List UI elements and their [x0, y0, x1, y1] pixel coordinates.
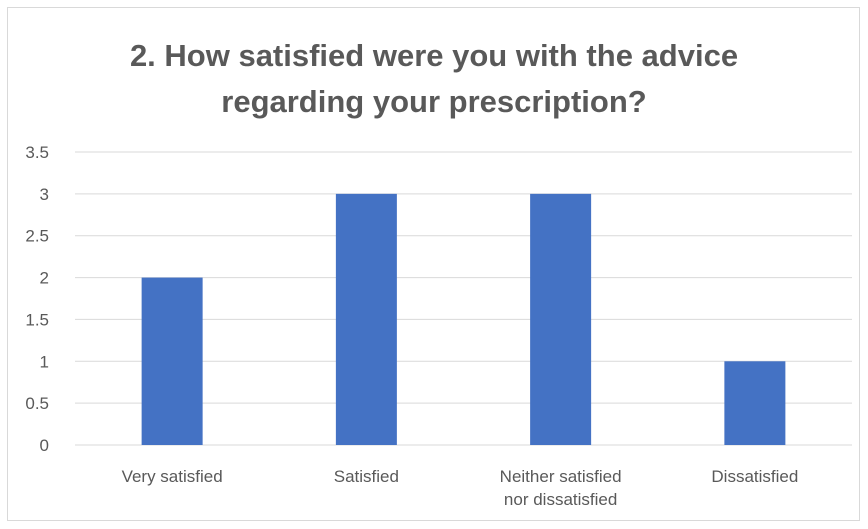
bar [530, 193, 592, 445]
y-tick-label: 3 [40, 185, 49, 204]
bar [335, 193, 397, 445]
chart-title: 2. How satisfied were you with the advic… [0, 33, 868, 125]
y-tick-label: 0 [40, 436, 49, 455]
y-tick-label: 2.5 [25, 227, 49, 246]
bar [724, 361, 786, 445]
x-tick-label: Dissatisfied [711, 467, 798, 486]
y-tick-label: 0.5 [25, 394, 49, 413]
y-tick-label: 3.5 [25, 143, 49, 162]
y-tick-label: 1.5 [25, 310, 49, 329]
x-tick-label: Neither satisfied [500, 467, 622, 486]
chart-title-line-2: regarding your prescription? [221, 84, 647, 119]
x-tick-label: Satisfied [334, 467, 399, 486]
y-tick-label: 2 [40, 269, 49, 288]
chart-title-line-1: 2. How satisfied were you with the advic… [129, 38, 739, 73]
x-tick-label: Very satisfied [122, 467, 223, 486]
y-tick-label: 1 [40, 352, 49, 371]
x-tick-label: nor dissatisfied [504, 490, 617, 509]
bar [141, 277, 203, 445]
